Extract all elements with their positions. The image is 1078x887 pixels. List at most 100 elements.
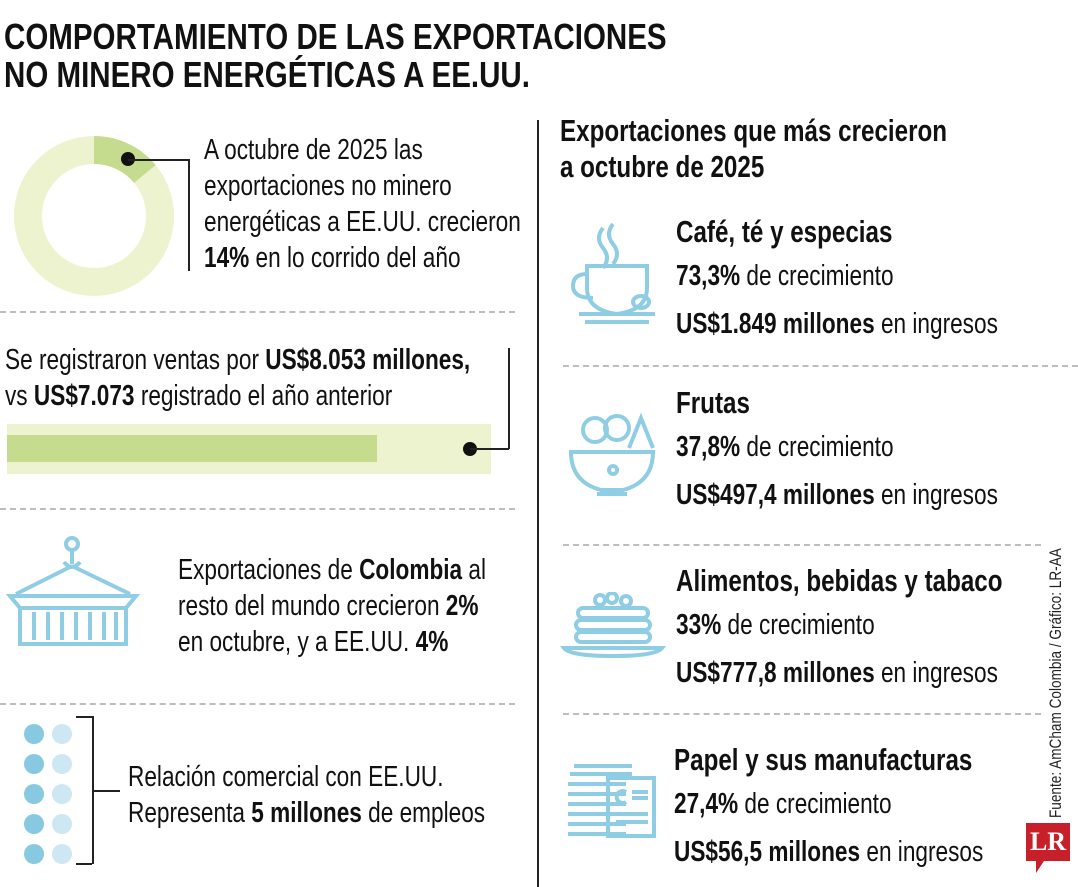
dashed-separator: [563, 365, 1078, 367]
employment-dot: [24, 724, 44, 744]
sales-2025: US$8.053 millones,: [265, 344, 471, 376]
callout-line: [128, 159, 188, 161]
logo-text: LR: [1029, 827, 1067, 856]
dashed-separator: [0, 703, 515, 705]
employment-dot: [24, 844, 44, 864]
text: en ingresos: [874, 479, 998, 511]
usa-growth: 4%: [415, 626, 449, 658]
text-line: Relación comercial con EE.UU.: [128, 761, 444, 793]
employment-dot: [52, 814, 72, 834]
text: al: [462, 554, 487, 586]
growth-value: 73,3%: [676, 260, 741, 292]
text: en octubre, y a EE.UU.: [178, 626, 416, 658]
item-growth: 33% de crecimiento: [676, 601, 1003, 649]
donut-chart: [14, 136, 174, 296]
bracket-line: [76, 716, 92, 718]
item-name: Café, té y especias: [676, 214, 893, 249]
sales-2024: US$7.073: [33, 380, 135, 412]
income-value: US$497,4 millones: [676, 479, 875, 511]
page-title: COMPORTAMIENTO DE LAS EXPORTACIONES NO M…: [4, 18, 812, 94]
income-value: US$777,8 millones: [676, 657, 875, 689]
income-value: US$56,5 millones: [674, 836, 861, 868]
text-line: Se registraron ventas por US$8.053 millo…: [5, 342, 470, 378]
colombia-exports-description: Exportaciones de Colombia al resto del m…: [178, 552, 573, 660]
logo-tail: [1036, 861, 1044, 873]
growth-value: 37,8%: [676, 431, 741, 463]
donut-description: A octubre de 2025 las exportaciones no m…: [204, 132, 610, 276]
donut-segment-14pct: [14, 136, 174, 296]
export-item: Frutas 37,8% de crecimiento US$497,4 mil…: [676, 383, 1078, 519]
text-line: Exportaciones de Colombia al: [178, 552, 486, 588]
employment-dot: [52, 754, 72, 774]
item-name: Alimentos, bebidas y tabaco: [676, 563, 1003, 598]
employment-dot: [24, 784, 44, 804]
item-income: US$497,4 millones en ingresos: [676, 471, 998, 519]
bracket-line: [76, 863, 92, 865]
employment-dots-icon: [24, 724, 76, 874]
employment-value: 5 millones: [251, 797, 362, 829]
item-growth: 37,8% de crecimiento: [676, 423, 998, 471]
text-line: en octubre, y a EE.UU. 4%: [178, 624, 486, 660]
item-income: US$777,8 millones en ingresos: [676, 649, 1003, 697]
text: Exportaciones de: [178, 554, 360, 586]
text-line: Representa 5 millones de empleos: [128, 795, 485, 831]
text: resto del mundo crecieron: [178, 590, 446, 622]
right-heading: Exportaciones que más crecieron a octubr…: [560, 113, 1056, 185]
pancakes-icon: [560, 592, 666, 658]
export-item: Café, té y especias 73,3% de crecimiento…: [676, 212, 1078, 348]
item-growth: 73,3% de crecimiento: [676, 252, 998, 300]
text-line: 14% en lo corrido del año: [204, 240, 521, 276]
text: Representa: [128, 797, 252, 829]
bar-2024: [7, 435, 377, 462]
dashed-separator: [563, 713, 1041, 715]
item-growth: 27,4% de crecimiento: [674, 780, 983, 828]
employment-dot: [52, 844, 72, 864]
employment-dot: [52, 724, 72, 744]
text-line: vs US$7.073 registrado el año anterior: [5, 378, 470, 414]
text: en ingresos: [860, 836, 984, 868]
text: de crecimiento: [721, 609, 875, 641]
growth-value: 27,4%: [674, 788, 739, 820]
text: de empleos: [361, 797, 486, 829]
item-income: US$1.849 millones en ingresos: [676, 300, 998, 348]
item-name: Frutas: [676, 385, 750, 420]
text-bold: Colombia: [359, 554, 463, 586]
callout-line: [508, 348, 510, 449]
title-line-1: COMPORTAMIENTO DE LAS EXPORTACIONES: [4, 16, 667, 57]
employment-dot: [52, 784, 72, 804]
world-growth: 2%: [445, 590, 479, 622]
fruit-bowl-icon: [568, 412, 656, 496]
text-line: A octubre de 2025 las: [204, 134, 423, 166]
callout-line: [188, 159, 190, 271]
heading-line: a octubre de 2025: [560, 149, 765, 184]
dashed-separator: [563, 544, 1041, 546]
growth-value: 33%: [676, 609, 722, 641]
text: en ingresos: [874, 308, 998, 340]
dashed-separator: [0, 311, 515, 313]
item-name: Papel y sus manufacturas: [674, 742, 973, 777]
paper-stack-icon: [568, 764, 656, 838]
coffee-cup-icon: [570, 222, 655, 324]
item-income: US$56,5 millones en ingresos: [674, 828, 983, 876]
employment-dot: [24, 754, 44, 774]
export-item: Alimentos, bebidas y tabaco 33% de creci…: [676, 561, 1078, 697]
trade-relation-description: Relación comercial con EE.UU. Representa…: [128, 759, 586, 831]
growth-value: 14%: [204, 242, 250, 274]
text: de crecimiento: [740, 431, 894, 463]
income-value: US$1.849 millones: [676, 308, 875, 340]
shipping-container-icon: [6, 536, 141, 646]
title-line-2: NO MINERO ENERGÉTICAS A EE.UU.: [4, 54, 530, 95]
column-divider: [537, 120, 539, 887]
callout-line: [470, 448, 509, 450]
text-line: resto del mundo crecieron 2%: [178, 588, 486, 624]
source-credit: Fuente: AmCham Colombia / Gráfico: LR-AA: [1046, 518, 1066, 818]
source-text: Fuente: AmCham Colombia / Gráfico: LR-AA: [1046, 548, 1065, 818]
lr-logo: LR: [1026, 823, 1070, 861]
text: Se registraron ventas por: [5, 344, 266, 376]
dashed-separator: [0, 508, 515, 510]
text-line: exportaciones no minero: [204, 170, 452, 202]
employment-dot: [24, 814, 44, 834]
export-item: Papel y sus manufacturas 27,4% de crecim…: [674, 740, 1071, 876]
text-line: energéticas a EE.UU. crecieron: [204, 206, 521, 238]
